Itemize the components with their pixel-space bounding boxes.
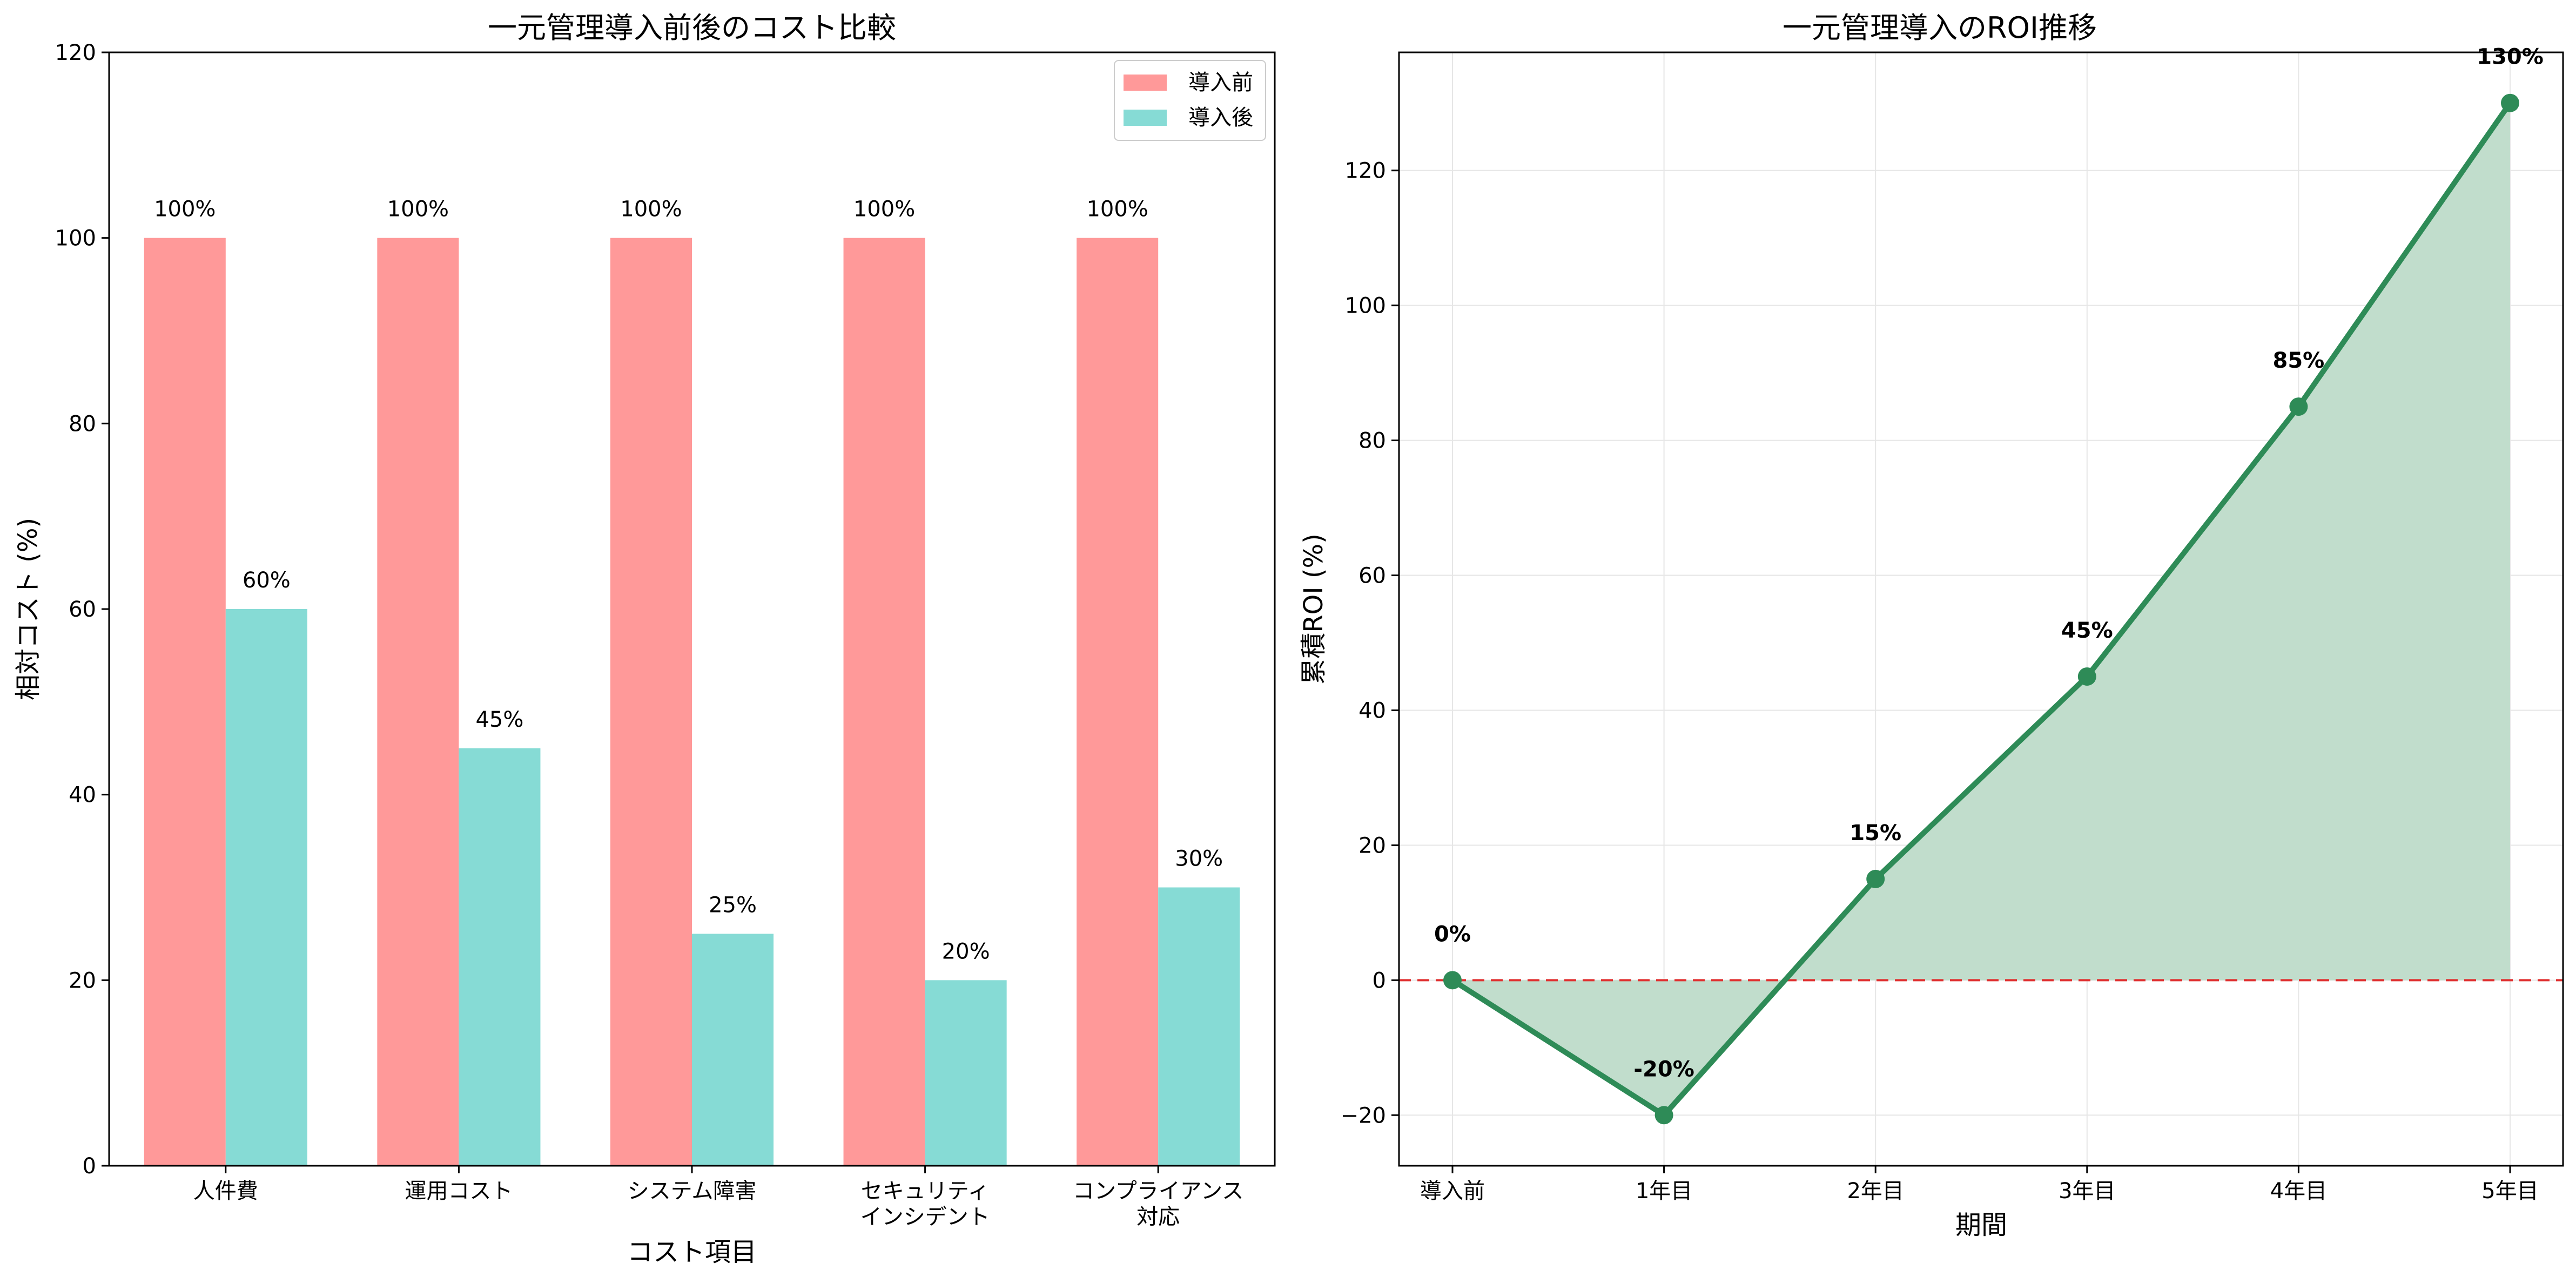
legend-label-after: 導入後	[1188, 105, 1253, 130]
bar-chart-ticks: 0 20 40 60 80 100 120	[55, 40, 109, 1179]
bar-after	[459, 748, 541, 1166]
x-tick-label: 人件費	[193, 1179, 258, 1204]
x-tick-label: 5年目	[2481, 1179, 2538, 1204]
roi-value-label: 0%	[1434, 922, 1471, 947]
y-tick-label: 100	[1345, 294, 1386, 319]
roi-points	[1443, 93, 2519, 1125]
bar-before	[377, 238, 459, 1166]
bar-chart-data-labels: 100% 60% 100% 45% 100% 25% 100% 20% 100% 30%	[154, 197, 1223, 964]
line-chart-x-ticks: 導入前 1年目 2年目 3年目 4年目 5年目	[1420, 1166, 2539, 1204]
roi-data-labels: 0% -20% 15% 45% 85% 130%	[1434, 45, 2544, 1082]
bar-before	[843, 238, 925, 1166]
y-tick-label: 80	[69, 411, 96, 436]
line-chart-frame	[1398, 51, 2564, 1167]
roi-value-label: 130%	[2477, 45, 2544, 70]
roi-trend-chart: 一元管理導入のROI推移 0% -20% 15% 45% 85% 130% 導入前 1年目 2…	[1299, 11, 2564, 1240]
bar-after	[1158, 887, 1240, 1166]
roi-area-fill	[1452, 103, 2510, 1116]
x-tick-label: 運用コスト	[405, 1179, 513, 1204]
bar-value-label: 60%	[243, 568, 291, 593]
line-chart-y-ticks: −20 0 20 40 60 80 100 120	[1341, 159, 1399, 1128]
bar-value-label: 100%	[154, 197, 216, 222]
roi-value-label: 15%	[1849, 821, 1901, 846]
bar-after	[692, 934, 774, 1166]
tick-label-line: インシデント	[860, 1205, 990, 1229]
tick-label-line: 対応	[1136, 1205, 1180, 1229]
x-tick-label: システム障害	[628, 1179, 757, 1204]
y-tick-label: 0	[1373, 968, 1386, 993]
bar-before	[1077, 238, 1159, 1166]
roi-value-label: 85%	[2273, 348, 2325, 373]
y-tick-label: 0	[83, 1154, 96, 1179]
legend-label-before: 導入前	[1188, 70, 1253, 95]
roi-point	[1866, 869, 1885, 888]
y-tick-label: 120	[55, 40, 96, 65]
roi-value-label: -20%	[1633, 1057, 1694, 1082]
y-tick-label: 100	[55, 226, 96, 251]
line-chart-y-axis-label: 累積ROI (%)	[1299, 533, 1329, 685]
bar-value-label: 100%	[620, 197, 682, 222]
bar-value-label: 25%	[709, 893, 757, 917]
x-tick-label: 3年目	[2059, 1179, 2115, 1204]
bar-chart-bars	[144, 238, 1240, 1166]
tick-label-line: セキュリティ	[861, 1179, 990, 1204]
tick-label-line: 運用コスト	[405, 1179, 513, 1204]
bar-value-label: 30%	[1175, 847, 1223, 871]
legend-swatch-after	[1124, 110, 1167, 126]
y-tick-label: 20	[1358, 833, 1386, 858]
y-tick-label: 40	[69, 783, 96, 808]
roi-value-label: 45%	[2061, 618, 2113, 643]
roi-line	[1451, 101, 2513, 1118]
legend-swatch-before	[1124, 75, 1167, 91]
bar-chart-y-axis-label: 相対コスト (%)	[13, 518, 43, 700]
y-tick-label: 60	[1358, 564, 1386, 589]
bar-chart-title: 一元管理導入前後のコスト比較	[488, 11, 896, 45]
y-tick-label: 80	[1358, 429, 1386, 454]
y-tick-label: 120	[1345, 159, 1386, 184]
x-tick-label: セキュリティインシデント	[860, 1179, 990, 1229]
roi-point	[2501, 93, 2519, 112]
y-tick-label: 40	[1358, 698, 1386, 723]
x-tick-label: 導入前	[1420, 1179, 1485, 1204]
bar-after	[925, 980, 1007, 1166]
x-tick-label: 2年目	[1847, 1179, 1904, 1204]
roi-point	[1654, 1106, 1673, 1125]
roi-point	[2077, 667, 2096, 686]
x-tick-label: 4年目	[2270, 1179, 2327, 1204]
y-tick-label: 60	[69, 597, 96, 622]
x-tick-label: コンプライアンス対応	[1073, 1179, 1243, 1229]
bar-after	[225, 609, 307, 1166]
bar-value-label: 100%	[1086, 197, 1148, 222]
bar-value-label: 45%	[475, 707, 523, 732]
bar-chart-x-ticks: 人件費 運用コスト システム障害 セキュリティインシデント コンプライアンス対応	[193, 1166, 1243, 1229]
bar-value-label: 100%	[387, 197, 449, 222]
line-chart-x-axis-label: 期間	[1955, 1210, 2007, 1240]
roi-point	[2289, 397, 2308, 416]
line-chart-title: 一元管理導入のROI推移	[1783, 11, 2097, 45]
bar-before	[610, 238, 692, 1166]
y-tick-label: −20	[1341, 1103, 1386, 1128]
bar-chart-x-axis-label: コスト項目	[627, 1237, 757, 1267]
roi-point	[1443, 971, 1462, 990]
bar-value-label: 20%	[942, 939, 990, 964]
tick-label-line: 人件費	[193, 1179, 258, 1204]
bar-chart-legend: 導入前 導入後	[1114, 60, 1266, 141]
y-tick-label: 20	[69, 968, 96, 993]
bar-before	[144, 238, 226, 1166]
tick-label-line: コンプライアンス	[1073, 1179, 1243, 1204]
tick-label-line: システム障害	[628, 1179, 757, 1204]
bar-value-label: 100%	[853, 197, 915, 222]
x-tick-label: 1年目	[1636, 1179, 1692, 1204]
